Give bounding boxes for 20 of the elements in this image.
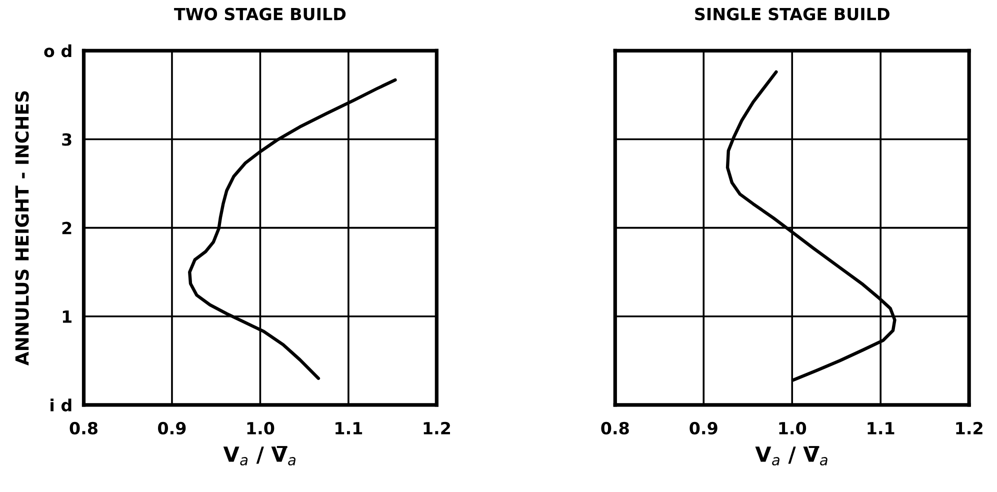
chart-title: SINGLE STAGE BUILD: [695, 8, 890, 20]
x-tick-label: 0.8: [70, 422, 98, 434]
y-axis-title: ANNULUS HEIGHT - INCHES: [15, 91, 29, 366]
x-tick-label: 1.2: [956, 422, 982, 434]
x-tick-label: 1.1: [868, 422, 894, 434]
x-tick-label: 1.2: [424, 422, 450, 434]
y-tick-label: 3: [62, 133, 72, 146]
y-tick-label: i d: [50, 398, 72, 412]
x-tick-label: 0.8: [601, 422, 629, 434]
x-tick-label: 0.9: [690, 422, 718, 434]
x-tick-label: 1.0: [779, 422, 806, 434]
x-axis-title: V$_{a}$ / V̅$_{a}$: [755, 446, 828, 466]
x-tick-label: 1.1: [336, 422, 362, 434]
y-tick-label: o d: [44, 44, 72, 58]
x-axis-title: V$_{a}$ / V̅$_{a}$: [223, 446, 296, 466]
x-tick-label: 0.9: [158, 422, 186, 434]
y-tick-label: 1: [62, 310, 72, 323]
chart-title: TWO STAGE BUILD: [174, 8, 346, 20]
x-tick-label: 1.0: [247, 422, 274, 434]
y-tick-label: 2: [62, 222, 72, 234]
